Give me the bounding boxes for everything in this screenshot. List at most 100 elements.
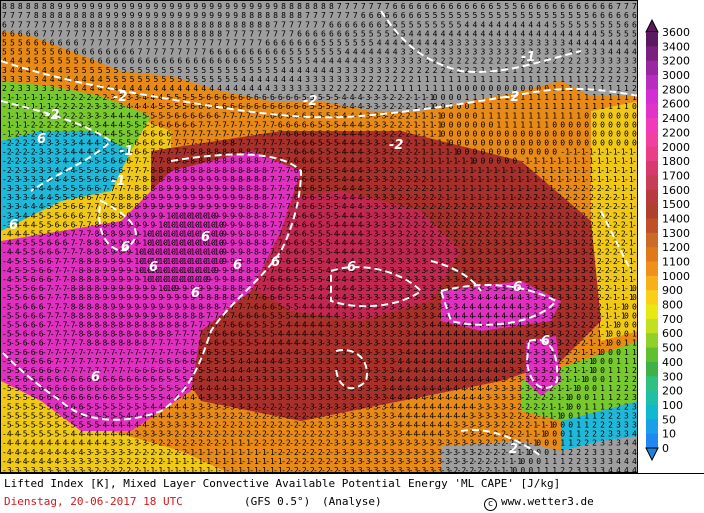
grid-value: -2 — [329, 457, 339, 466]
grid-value: -7 — [82, 211, 92, 220]
grid-value: -6 — [106, 157, 116, 166]
grid-value: -9 — [185, 175, 195, 184]
grid-value: -2 — [18, 157, 28, 166]
grid-value: 7 — [106, 29, 111, 38]
grid-value: -2 — [393, 93, 403, 102]
grid-value: 8 — [289, 11, 294, 20]
grid-value: -3 — [536, 293, 546, 302]
grid-value: 0 — [481, 148, 486, 157]
grid-value: -5 — [281, 302, 291, 311]
grid-value: -8 — [257, 248, 267, 257]
grid-value: -6 — [42, 357, 52, 366]
grid-value: -4 — [393, 421, 403, 430]
grid-value: -9 — [114, 293, 124, 302]
grid-value: -9 — [130, 311, 140, 320]
grid-value: -3 — [329, 430, 339, 439]
grid-value: 8 — [50, 11, 55, 20]
grid-value: -4 — [106, 111, 116, 120]
grid-value: 9 — [138, 11, 143, 20]
grid-value: 4 — [353, 48, 358, 57]
grid-value: -3 — [201, 402, 211, 411]
grid-value: -2 — [600, 293, 610, 302]
grid-value: 1 — [560, 84, 565, 93]
grid-value: -2 — [560, 366, 570, 375]
grid-value: 5 — [576, 11, 581, 20]
grid-value: -1 — [616, 275, 626, 284]
grid-value: 1 — [449, 75, 454, 84]
grid-value: -4 — [305, 293, 315, 302]
grid-value: -2 — [201, 421, 211, 430]
color-scale-legend: 3600 3400 3200 3000 2800 2600 2400 2200 2000 1800… — [638, 0, 704, 473]
grid-value: -4 — [90, 129, 100, 138]
grid-value: 9 — [170, 11, 175, 20]
grid-value: 3 — [528, 39, 533, 48]
grid-value: -6 — [154, 375, 164, 384]
grid-value: 4 — [209, 84, 214, 93]
grid-value: -3 — [441, 266, 451, 275]
grid-value: 0 — [489, 84, 494, 93]
grid-value: 2 — [377, 84, 382, 93]
grid-value: 5 — [209, 66, 214, 75]
grid-value: -1 — [2, 93, 12, 102]
grid-value: -4 — [329, 239, 339, 248]
grid-value: -7 — [257, 129, 267, 138]
grid-value: -3 — [42, 157, 52, 166]
grid-value: -9 — [162, 293, 172, 302]
grid-value: -2 — [329, 466, 339, 473]
grid-value: -4 — [481, 339, 491, 348]
grid-value: -2 — [289, 411, 299, 420]
grid-value: -3 — [552, 330, 562, 339]
grid-value: -4 — [425, 339, 435, 348]
grid-value: -3 — [385, 311, 395, 320]
grid-value: -5 — [42, 211, 52, 220]
grid-value: -7 — [177, 330, 187, 339]
grid-value: -2 — [536, 211, 546, 220]
grid-value: -7 — [138, 166, 148, 175]
grid-value: -3 — [249, 375, 259, 384]
grid-value: -8 — [146, 166, 156, 175]
grid-value: -2 — [26, 148, 36, 157]
grid-value: -10 — [185, 257, 200, 266]
grid-value: 1 — [552, 102, 557, 111]
grid-value: -3 — [385, 257, 395, 266]
grid-value: -3 — [520, 321, 530, 330]
grid-value: -2 — [393, 102, 403, 111]
grid-value: 7 — [377, 2, 382, 11]
grid-value: -3 — [496, 402, 506, 411]
grid-value: -3 — [369, 275, 379, 284]
grid-value: -3 — [568, 293, 578, 302]
grid-value: -2 — [616, 220, 626, 229]
grid-value: 1 — [584, 84, 589, 93]
grid-value: 2 — [624, 402, 629, 411]
grid-value: -1 — [18, 93, 28, 102]
grid-value: 1 — [608, 102, 613, 111]
grid-value: -5 — [2, 330, 12, 339]
grid-value: 3 — [584, 57, 589, 66]
legend-level-label: 2800 — [662, 83, 690, 96]
grid-value: -3 — [536, 330, 546, 339]
grid-value: -8 — [106, 321, 116, 330]
grid-value: -2 — [544, 202, 554, 211]
grid-value: -3 — [2, 211, 12, 220]
grid-value: -5 — [209, 348, 219, 357]
grid-value: -2 — [600, 257, 610, 266]
grid-value: -7 — [273, 166, 283, 175]
grid-value: -8 — [138, 184, 148, 193]
grid-value: 4 — [608, 48, 613, 57]
grid-value: -6 — [114, 375, 124, 384]
grid-value: 1 — [560, 93, 565, 102]
grid-value: -7 — [106, 366, 116, 375]
grid-value: -10 — [146, 248, 161, 257]
grid-value: -3 — [512, 375, 522, 384]
grid-value: -6 — [34, 357, 44, 366]
grid-value: -3 — [465, 430, 475, 439]
grid-value: -5 — [177, 102, 187, 111]
grid-value: -9 — [146, 293, 156, 302]
grid-value: 3 — [632, 421, 637, 430]
grid-value: -5 — [10, 275, 20, 284]
legend-swatch — [646, 247, 658, 263]
grid-value: 4 — [42, 75, 47, 84]
grid-value: -3 — [10, 184, 20, 193]
grid-value: -4 — [393, 357, 403, 366]
grid-value: -2 — [281, 402, 291, 411]
